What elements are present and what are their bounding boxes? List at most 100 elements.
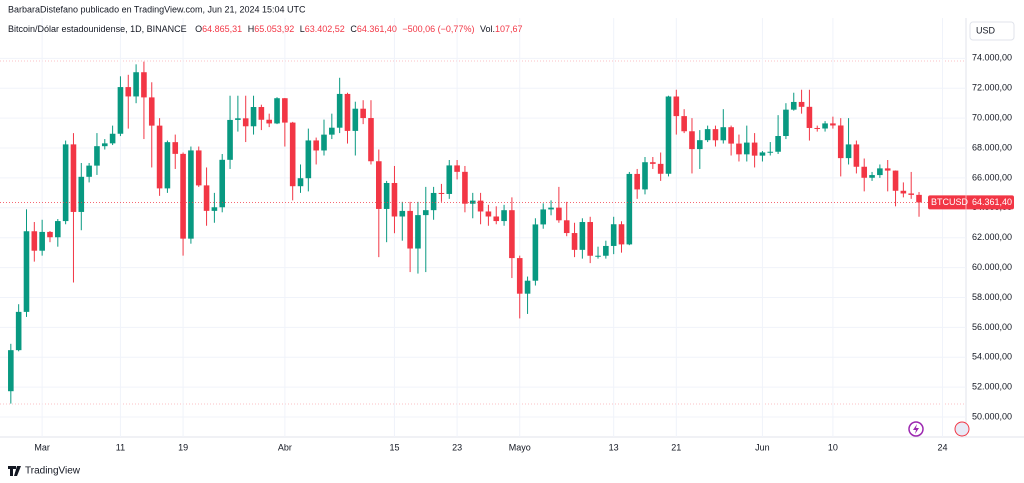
candle-body bbox=[650, 162, 656, 164]
candle-body bbox=[477, 200, 484, 212]
candle-body bbox=[884, 168, 891, 171]
candle-body bbox=[454, 165, 460, 172]
candle-body bbox=[556, 207, 562, 221]
y-tick-label: 66.000,00 bbox=[972, 172, 1012, 182]
brand-logo bbox=[8, 466, 21, 476]
candle-body bbox=[493, 216, 500, 222]
candle-body bbox=[227, 119, 233, 160]
candle-body bbox=[148, 97, 155, 126]
y-tick-label: 74.000,00 bbox=[972, 53, 1012, 63]
candle-body bbox=[242, 118, 249, 127]
candle-body bbox=[86, 165, 92, 177]
candle-body bbox=[603, 245, 609, 256]
x-tick-label: 11 bbox=[116, 442, 125, 452]
event-icon[interactable] bbox=[908, 421, 924, 437]
candle-body bbox=[109, 133, 116, 144]
candle-body bbox=[728, 127, 734, 144]
candle-body bbox=[657, 163, 664, 174]
candle-body bbox=[610, 224, 617, 246]
byline: BarbaraDistefano publicado en TradingVie… bbox=[8, 4, 306, 14]
x-tick-label: Mar bbox=[34, 442, 50, 452]
candle-body bbox=[720, 127, 727, 141]
candle-body bbox=[524, 280, 531, 294]
candle-body bbox=[869, 175, 875, 178]
candle-body bbox=[759, 152, 766, 156]
change: −500,06 (−0,77%) bbox=[402, 24, 474, 34]
x-tick-label: 15 bbox=[389, 442, 399, 452]
candle-body bbox=[70, 144, 77, 212]
candle-body bbox=[469, 200, 476, 204]
event-icon-bolt bbox=[913, 424, 919, 434]
close-value: 64.361,40 bbox=[357, 24, 397, 34]
candle-body bbox=[8, 350, 14, 392]
candle-body bbox=[743, 142, 750, 155]
symbol: Bitcoin/Dólar estadounidense, 1D, BINANC… bbox=[8, 24, 187, 34]
x-tick-label: 13 bbox=[609, 442, 619, 452]
y-tick-label: 56.000,00 bbox=[972, 322, 1012, 332]
x-tick-label: 21 bbox=[671, 442, 681, 452]
y-tick-label: 62.000,00 bbox=[972, 232, 1012, 242]
candle-body bbox=[415, 215, 421, 249]
candle-body bbox=[563, 220, 570, 234]
candle-body bbox=[532, 224, 539, 281]
candle-body bbox=[188, 150, 194, 239]
candle-body bbox=[250, 107, 257, 127]
candle-body bbox=[814, 127, 821, 129]
y-tick-label: 72.000,00 bbox=[972, 83, 1012, 93]
candle-body bbox=[501, 210, 507, 222]
candle-body bbox=[407, 210, 413, 249]
candle-body bbox=[681, 116, 687, 132]
y-tick-label: 68.000,00 bbox=[972, 142, 1012, 152]
candle-body bbox=[211, 207, 218, 211]
low-prefix: L bbox=[300, 24, 305, 34]
candles bbox=[8, 61, 922, 404]
candle-body bbox=[665, 96, 672, 174]
candle-body bbox=[516, 258, 523, 294]
symbol-legend: Bitcoin/Dólar estadounidense, 1D, BINANC… bbox=[8, 24, 523, 34]
candle-body bbox=[101, 143, 108, 147]
candle-body bbox=[336, 93, 343, 128]
candle-body bbox=[712, 129, 719, 141]
candle-body bbox=[360, 108, 366, 119]
last-price-tag bbox=[928, 195, 1014, 210]
candle-body bbox=[47, 231, 53, 238]
candle-body bbox=[156, 125, 163, 189]
candle-body bbox=[31, 231, 38, 251]
flag-icon[interactable] bbox=[954, 421, 970, 437]
candle-body bbox=[736, 143, 742, 155]
low-value: 63.402,52 bbox=[305, 24, 345, 34]
candle-body bbox=[626, 173, 633, 245]
candle-body bbox=[704, 129, 711, 141]
candle-body bbox=[383, 182, 390, 209]
candle-body bbox=[133, 72, 139, 97]
candle-body bbox=[376, 161, 382, 209]
candle-body bbox=[485, 211, 492, 217]
candle-body bbox=[767, 151, 774, 153]
last-price-symbol: BTCUSD bbox=[931, 197, 969, 207]
y-tick-label: 60.000,00 bbox=[972, 262, 1012, 272]
candle-body bbox=[751, 142, 758, 156]
candle-body bbox=[571, 233, 578, 250]
candle-body bbox=[15, 311, 22, 351]
y-tick-label: 70.000,00 bbox=[972, 113, 1012, 123]
x-tick-label: 19 bbox=[178, 442, 188, 452]
open-prefix: O bbox=[195, 24, 202, 34]
candle-body bbox=[697, 140, 703, 150]
candle-body bbox=[837, 125, 844, 159]
candle-body bbox=[892, 170, 899, 191]
candle-body bbox=[845, 144, 852, 159]
candle-body bbox=[180, 153, 186, 239]
x-tick-label: Jun bbox=[755, 442, 770, 452]
candle-body bbox=[391, 182, 398, 217]
candle-body bbox=[595, 255, 601, 257]
currency[interactable]: USD bbox=[976, 25, 996, 35]
candle-body bbox=[235, 118, 241, 120]
candle-body bbox=[689, 131, 695, 150]
candle-body bbox=[23, 231, 30, 312]
candle-body bbox=[94, 146, 100, 166]
x-tick-label: Mayo bbox=[509, 442, 531, 452]
candle-body bbox=[195, 150, 202, 186]
candle-body bbox=[297, 178, 304, 187]
candle-body bbox=[274, 98, 280, 124]
currency-box[interactable] bbox=[969, 21, 1015, 41]
